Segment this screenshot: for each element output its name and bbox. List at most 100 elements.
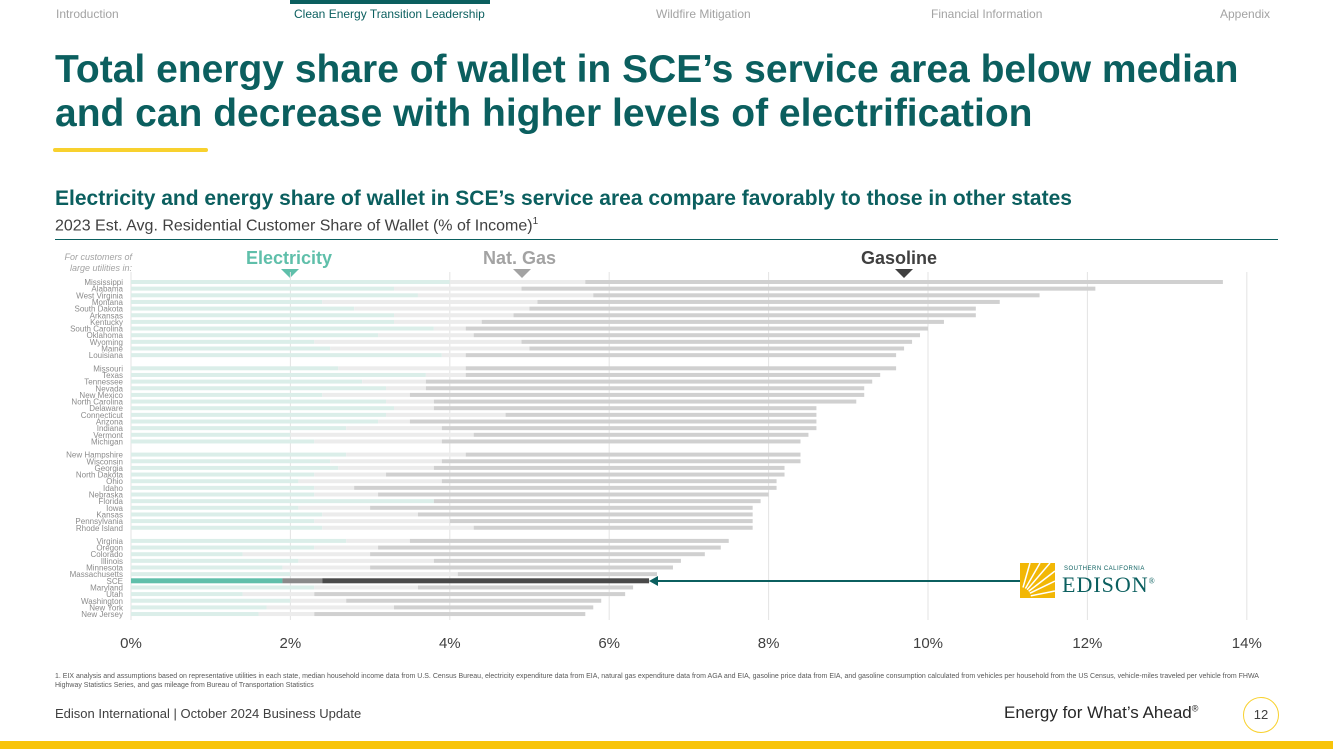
state-label-delaware: Delaware xyxy=(89,404,123,413)
x-tick-label-1: 2% xyxy=(280,635,302,652)
state-label-georgia: Georgia xyxy=(95,464,124,473)
bar-gasoline-indiana xyxy=(441,426,817,431)
state-label-idaho: Idaho xyxy=(103,484,124,493)
nat-gas-marker-icon xyxy=(512,269,531,278)
chart-subheading-text: 2023 Est. Avg. Residential Customer Shar… xyxy=(55,217,533,235)
bar-electricity-rhode-island xyxy=(131,525,323,530)
bar-electricity-maine xyxy=(131,346,331,351)
state-label-illinois: Illinois xyxy=(101,557,123,566)
bar-gasoline-west-virginia xyxy=(593,293,1040,298)
bar-gasoline-iowa xyxy=(370,505,753,510)
nav-item-introduction[interactable]: Introduction xyxy=(56,7,119,21)
bar-electricity-south-dakota xyxy=(131,306,355,311)
bar-electricity-nevada xyxy=(131,386,387,391)
nav-item-wildfire[interactable]: Wildfire Mitigation xyxy=(656,7,751,21)
bar-electricity-arkansas xyxy=(131,313,395,318)
bar-gasoline-missouri xyxy=(465,366,897,371)
nav-item-appendix[interactable]: Appendix xyxy=(1220,7,1271,21)
bar-electricity-ohio xyxy=(131,479,299,484)
bar-electricity-wyoming xyxy=(131,339,315,344)
bar-gas-massachusetts xyxy=(290,572,458,577)
edison-logo-text: EDISON® xyxy=(1062,572,1156,598)
bar-electricity-new-york xyxy=(131,605,267,610)
bar-gas-michigan xyxy=(314,439,442,444)
state-label-washington: Washington xyxy=(81,597,123,606)
bar-gas-maryland xyxy=(314,585,418,590)
bar-gasoline-nevada xyxy=(425,386,865,391)
bar-gas-louisiana xyxy=(441,353,466,358)
bar-gasoline-north-dakota xyxy=(386,472,785,477)
bottom-accent-bar xyxy=(0,741,1333,749)
bar-electricity-michigan xyxy=(131,439,315,444)
state-label-maryland: Maryland xyxy=(90,583,123,592)
bar-electricity-missouri xyxy=(131,366,339,371)
heading-divider xyxy=(55,239,1278,240)
bar-gasoline-connecticut xyxy=(505,412,817,417)
x-tick-label-7: 14% xyxy=(1232,635,1262,652)
bar-electricity-tennessee xyxy=(131,379,363,384)
bar-gas-washington xyxy=(290,598,347,603)
bar-gas-rhode-island xyxy=(322,525,474,530)
bar-electricity-north-dakota xyxy=(131,472,315,477)
bar-gasoline-wyoming xyxy=(521,339,913,344)
bar-gas-north-carolina xyxy=(386,399,434,404)
title-underline xyxy=(53,148,208,152)
header-electricity: Electricity xyxy=(246,248,333,268)
state-label-michigan: Michigan xyxy=(91,437,123,446)
active-section-indicator xyxy=(290,0,490,4)
state-label-connecticut: Connecticut xyxy=(81,411,124,420)
state-label-tennessee: Tennessee xyxy=(84,378,123,387)
page-number: 12 xyxy=(1243,697,1279,733)
state-label-massachusetts: Massachusetts xyxy=(70,570,123,579)
nav-item-financial[interactable]: Financial Information xyxy=(931,7,1043,21)
state-label-missouri: Missouri xyxy=(93,364,123,373)
bar-gas-georgia xyxy=(338,465,434,470)
bar-electricity-massachusetts xyxy=(131,572,291,577)
bar-gasoline-sce xyxy=(322,578,650,584)
state-label-minnesota: Minnesota xyxy=(86,564,123,573)
bar-gas-maine xyxy=(330,346,530,351)
bar-gasoline-rhode-island xyxy=(473,525,753,530)
bar-gasoline-alabama xyxy=(521,286,1096,291)
chart-heading: Electricity and energy share of wallet i… xyxy=(55,187,1072,210)
bar-gasoline-illinois xyxy=(433,558,681,563)
state-label-arizona: Arizona xyxy=(96,418,124,427)
bar-electricity-iowa xyxy=(131,505,299,510)
bar-gasoline-new-hampshire xyxy=(465,452,801,457)
bar-gas-connecticut xyxy=(386,412,506,417)
bar-gasoline-ohio xyxy=(441,479,777,484)
bar-gasoline-oklahoma xyxy=(473,333,921,338)
bar-gas-montana xyxy=(322,299,538,304)
bar-electricity-sce xyxy=(131,578,283,584)
state-label-ohio: Ohio xyxy=(106,477,123,486)
bar-electricity-new-mexico xyxy=(131,392,323,397)
x-tick-label-2: 4% xyxy=(439,635,461,652)
state-label-florida: Florida xyxy=(99,497,124,506)
edison-logo-mark: ® xyxy=(1148,576,1156,586)
state-label-indiana: Indiana xyxy=(97,424,124,433)
bar-electricity-indiana xyxy=(131,426,347,431)
bar-gasoline-utah xyxy=(314,592,626,597)
bar-electricity-vermont xyxy=(131,432,291,437)
bar-electricity-north-carolina xyxy=(131,399,387,404)
state-label-west-virginia: West Virginia xyxy=(76,291,123,300)
state-label-utah: Utah xyxy=(106,590,123,599)
state-label-new-york: New York xyxy=(89,603,124,612)
share-of-wallet-chart: 0% 2% 4% 6% 8% 10% 12% 14% MississippiAlabamaWes… xyxy=(66,272,1262,652)
bar-gasoline-montana xyxy=(537,299,1000,304)
bar-gas-missouri xyxy=(338,366,466,371)
state-label-nebraska: Nebraska xyxy=(89,491,124,500)
nav-item-clean-energy[interactable]: Clean Energy Transition Leadership xyxy=(294,7,485,21)
sce-callout-line xyxy=(655,580,1020,582)
state-label-vermont: Vermont xyxy=(93,431,124,440)
state-label-new-hampshire: New Hampshire xyxy=(66,451,123,460)
bar-electricity-louisiana xyxy=(131,353,442,358)
bar-gasoline-idaho xyxy=(354,485,777,490)
bar-gas-oklahoma xyxy=(378,333,474,338)
bar-electricity-wisconsin xyxy=(131,459,331,464)
x-tick-label-3: 6% xyxy=(598,635,620,652)
state-label-nevada: Nevada xyxy=(95,384,123,393)
bar-gasoline-colorado xyxy=(370,552,705,557)
bar-electricity-mississippi xyxy=(131,280,450,284)
bar-gas-nebraska xyxy=(314,492,379,497)
